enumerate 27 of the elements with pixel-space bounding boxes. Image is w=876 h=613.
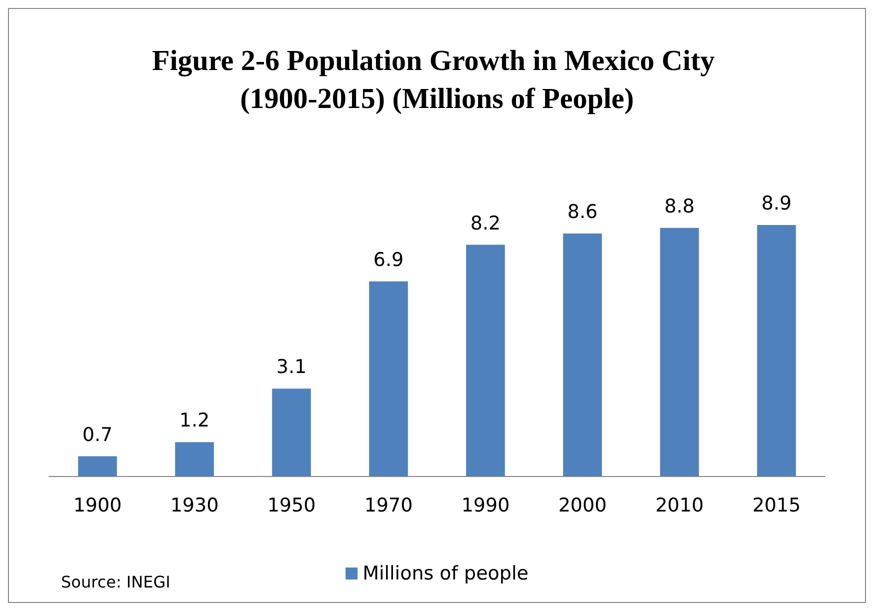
data-label: 8.6 <box>567 200 598 223</box>
bar <box>272 388 311 476</box>
legend-label: Millions of people <box>362 562 528 584</box>
data-label: 6.9 <box>373 248 404 271</box>
x-tick-label: 2015 <box>752 494 801 516</box>
source-note: Source: INEGI <box>61 572 170 592</box>
x-tick-label: 1950 <box>267 494 316 516</box>
bar <box>563 233 602 476</box>
bar <box>466 244 505 476</box>
x-tick-label: 2000 <box>558 494 607 516</box>
x-tick-label: 1900 <box>73 494 122 516</box>
chart-title: Figure 2-6 Population Growth in Mexico City (1900-2015) (Millions of People) <box>152 45 722 115</box>
data-label: 8.9 <box>761 192 792 215</box>
data-label: 0.7 <box>82 424 113 446</box>
x-tick-label: 1930 <box>170 494 219 516</box>
bar <box>175 442 214 476</box>
bar <box>757 225 796 476</box>
bar <box>369 281 408 476</box>
x-tick-label: 1990 <box>461 494 510 516</box>
data-label: 1.2 <box>179 410 210 432</box>
bar <box>660 228 699 476</box>
data-label: 3.1 <box>276 356 307 378</box>
x-tick-label: 1970 <box>364 494 413 516</box>
data-label: 8.2 <box>470 212 501 234</box>
x-tick-label: 2010 <box>655 494 704 516</box>
data-label: 8.8 <box>664 195 695 218</box>
bar <box>78 456 117 476</box>
